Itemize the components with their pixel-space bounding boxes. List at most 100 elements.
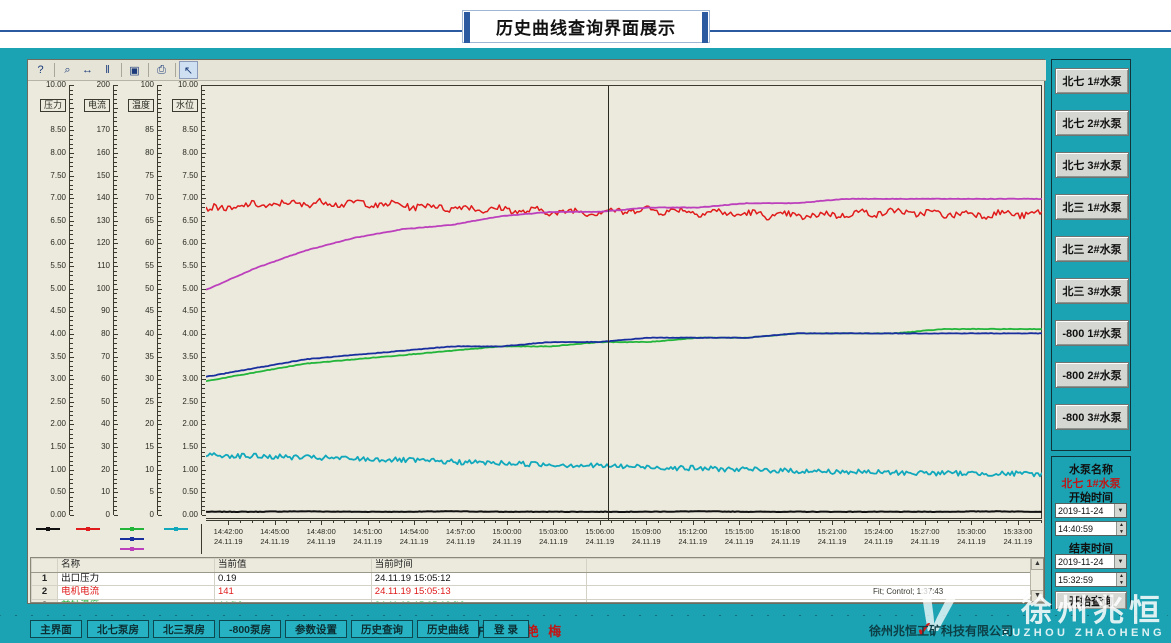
axis-tick-label: 50: [101, 396, 110, 406]
table-header-cell[interactable]: [585, 558, 1043, 573]
axis-minor-tick: [70, 361, 73, 363]
axis-minor-tick: [158, 293, 161, 295]
image-icon[interactable]: ▣: [129, 64, 140, 77]
axis-minor-tick: [158, 89, 161, 91]
axis-minor-tick: [202, 189, 205, 191]
axis-minor-tick: [158, 116, 161, 118]
axis-tick: [158, 333, 162, 335]
x-axis-tick-label: 15:15:00 24.11.19: [711, 527, 767, 547]
end-time-label: 结束时间: [1069, 543, 1113, 555]
spinner-icon[interactable]: ▲ ▼: [1116, 573, 1126, 586]
axis-tick: [114, 401, 118, 403]
nav-button-5[interactable]: 参数设置: [285, 620, 347, 638]
end-clock-input[interactable]: 15:32:59 ▲ ▼: [1055, 572, 1127, 587]
table-scrollbar[interactable]: ▲ ▼: [1030, 558, 1043, 602]
axis-tick-label: 50: [145, 283, 154, 293]
pump-button-4[interactable]: 北三 1#水泵: [1055, 194, 1129, 220]
x-tick-date: 24.11.19: [213, 537, 243, 546]
y-axis-temperature: 温度10090858075706560555045403530252015105…: [118, 81, 162, 519]
x-tick-date: 24.11.19: [1003, 537, 1033, 546]
x-axis-minor-tick: [390, 520, 392, 523]
x-axis-minor-tick: [855, 520, 857, 523]
x-axis-tick-label: 15:21:00 24.11.19: [804, 527, 860, 547]
axis-minor-tick: [70, 347, 73, 349]
axis-tick: [202, 130, 206, 132]
end-date-input[interactable]: 2019-11-24 ▼: [1055, 554, 1127, 569]
table-cell: 2: [31, 585, 59, 600]
axis-tick-label: 15: [145, 442, 154, 452]
print-icon[interactable]: ⎙: [157, 63, 166, 76]
axis-tick: [202, 469, 206, 471]
legend-swatch-4[interactable]: [120, 547, 144, 551]
x-axis-minor-tick: [704, 520, 706, 523]
chart-panel: ?⌕↔‖▣⎙↖ 压力10.009.008.508.007.507.006.506…: [27, 59, 1054, 604]
pan-icon[interactable]: ↔: [82, 64, 93, 76]
zoom-icon[interactable]: ⌕: [64, 63, 71, 76]
legend-swatch-3[interactable]: [120, 537, 144, 541]
x-axis-tick: [367, 520, 369, 525]
scroll-down-icon[interactable]: ▼: [1031, 590, 1043, 602]
help-icon[interactable]: ?: [37, 64, 44, 76]
nav-button-3[interactable]: 北三泵房: [153, 620, 215, 638]
nav-button-4[interactable]: -800泵房: [219, 620, 281, 638]
pump-button-7[interactable]: -800 1#水泵: [1055, 320, 1129, 346]
pump-button-8[interactable]: -800 2#水泵: [1055, 362, 1129, 388]
start-date-input[interactable]: 2019-11-24 ▼: [1055, 503, 1127, 518]
spinner-icon[interactable]: ▲ ▼: [1116, 522, 1126, 535]
x-tick-time: 15:09:00: [631, 527, 661, 536]
x-axis-tick: [228, 520, 230, 525]
pump-button-3[interactable]: 北七 3#水泵: [1055, 152, 1129, 178]
table-header-cell[interactable]: 名称: [57, 558, 215, 573]
axis-minor-tick: [114, 216, 117, 218]
nav-button-8[interactable]: 登 录: [483, 620, 529, 638]
table-header-cell[interactable]: 当前时间: [370, 558, 587, 573]
ruler-icon[interactable]: ‖: [105, 64, 110, 76]
axis-minor-tick: [158, 315, 161, 317]
pump-button-6[interactable]: 北三 3#水泵: [1055, 278, 1129, 304]
table-header-cell[interactable]: 当前值: [213, 558, 372, 573]
x-tick-date: 24.11.19: [585, 537, 615, 546]
cursor-line[interactable]: [608, 86, 609, 520]
table-header-cell[interactable]: [31, 558, 59, 573]
axis-minor-tick: [202, 347, 205, 349]
axis-tick: [70, 311, 74, 313]
legend-swatch-0[interactable]: [36, 527, 60, 531]
pump-button-5[interactable]: 北三 2#水泵: [1055, 236, 1129, 262]
table-row[interactable]: 2 电机电流 141 24.11.19 15:05:13: [31, 585, 1043, 600]
start-query-button[interactable]: 开始查询: [1055, 591, 1127, 610]
table-cell: 24.11.19 15:05:13 [L]: [370, 598, 587, 602]
x-axis-minor-tick: [808, 520, 810, 523]
data-table-wrap[interactable]: 名称 当前值 当前时间 1 出口压力 0.19 24.11.19 15:05:12 2 电机电…: [30, 557, 1044, 603]
table-row[interactable]: 1 出口压力 0.19 24.11.19 15:05:12: [31, 571, 1043, 586]
axis-minor-tick: [114, 284, 117, 286]
y-axis-waterlevel: 水位10.009.008.508.007.507.006.506.005.505…: [162, 81, 206, 519]
start-clock-input[interactable]: 14:40:59 ▲ ▼: [1055, 521, 1127, 536]
nav-button-6[interactable]: 历史查询: [351, 620, 413, 638]
table-row[interactable]: 3前轴温度44 [L]24.11.19 15:05:13 [L]: [31, 598, 1043, 602]
chevron-down-icon[interactable]: ▼: [1114, 555, 1126, 568]
x-axis-minor-tick: [402, 520, 404, 523]
plot-area[interactable]: [206, 85, 1042, 520]
legend-swatch-1[interactable]: [76, 527, 100, 531]
pump-button-9[interactable]: -800 3#水泵: [1055, 404, 1129, 430]
axis-minor-tick: [158, 338, 161, 340]
x-axis-minor-tick: [983, 520, 984, 523]
axis-tick-label: 65: [145, 215, 154, 225]
cursor-tool-icon[interactable]: ↖: [179, 61, 198, 79]
x-axis-minor-tick: [495, 520, 497, 523]
nav-button-7[interactable]: 历史曲线: [417, 620, 479, 638]
axis-minor-tick: [114, 352, 117, 354]
axis-tick-label: 8.50: [182, 125, 198, 135]
scroll-up-icon[interactable]: ▲: [1031, 558, 1043, 570]
axis-minor-tick: [202, 343, 205, 344]
legend-swatch-2[interactable]: [120, 527, 144, 531]
axis-tick-label: 1.00: [182, 464, 198, 474]
axis-minor-tick: [70, 284, 73, 286]
nav-button-1[interactable]: 主界面: [30, 620, 82, 638]
axis-minor-tick: [114, 370, 117, 372]
legend-swatch-5[interactable]: [164, 527, 188, 531]
nav-button-2[interactable]: 北七泵房: [87, 620, 149, 638]
chevron-down-icon[interactable]: ▼: [1114, 504, 1126, 517]
pump-button-2[interactable]: 北七 2#水泵: [1055, 110, 1129, 136]
pump-button-1[interactable]: 北七 1#水泵: [1055, 68, 1129, 94]
